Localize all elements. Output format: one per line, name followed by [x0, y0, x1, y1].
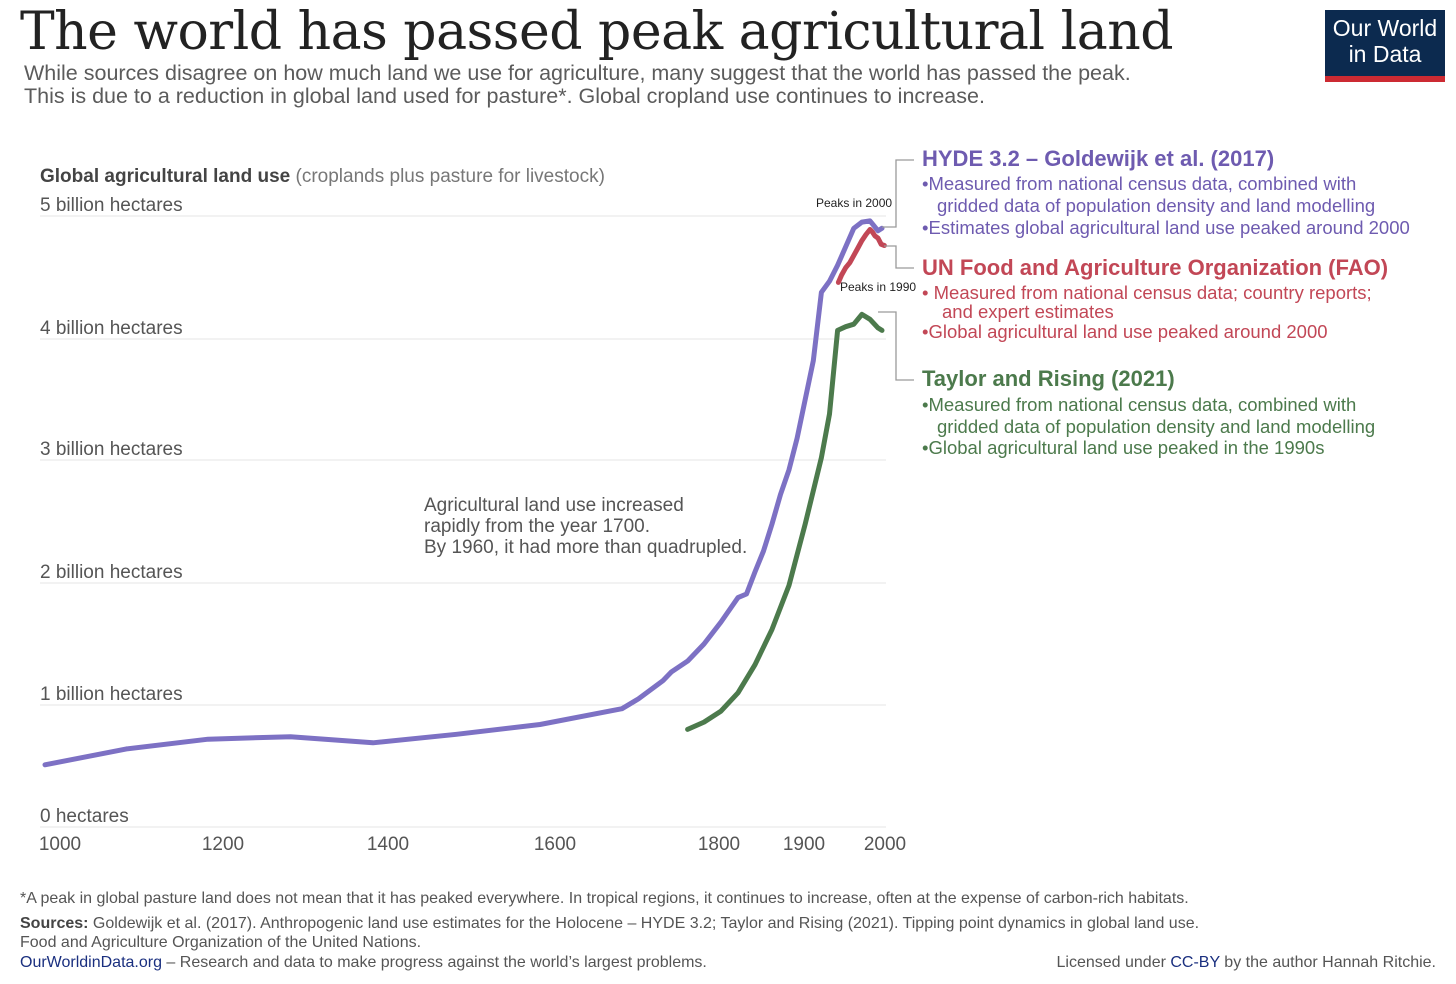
legend-hyde-b2: •Estimates global agricultural land use … — [922, 217, 1410, 238]
site-line: OurWorldinData.org – Research and data t… — [20, 954, 707, 972]
subtitle-line-2: This is due to a reduction in global lan… — [24, 84, 985, 108]
y-tick-label: 5 billion hectares — [40, 195, 183, 216]
x-tick-label: 1900 — [783, 834, 825, 855]
x-tick-label: 1600 — [534, 834, 576, 855]
peak-1990-label: Peaks in 1990 — [840, 280, 916, 294]
legend-fao-b2: •Global agricultural land use peaked aro… — [922, 321, 1328, 342]
series-line-fao[interactable] — [835, 227, 887, 285]
sources: Sources: Goldewijk et al. (2017). Anthro… — [20, 915, 1199, 933]
peak-2000-label: Peaks in 2000 — [816, 196, 892, 210]
fao-connector — [884, 245, 914, 269]
legend-hyde-title: HYDE 3.2 – Goldewijk et al. (2017) — [922, 146, 1274, 171]
hyde-connector — [882, 159, 914, 228]
legend-hyde: HYDE 3.2 – Goldewijk et al. (2017) •Meas… — [922, 146, 1410, 238]
series-line-hyde[interactable] — [42, 218, 885, 768]
page-title: The world has passed peak agricultural l… — [20, 2, 1174, 62]
logo-line-1: Our World — [1332, 15, 1438, 41]
x-tick-label: 1200 — [202, 834, 244, 855]
license-prefix: Licensed under — [1056, 954, 1171, 971]
y-tick-label: 2 billion hectares — [40, 562, 183, 583]
legend-taylor-b1: •Measured from national census data, com… — [922, 394, 1356, 415]
license: Licensed under CC-BY by the author Hanna… — [1057, 954, 1437, 972]
note-line-2: rapidly from the year 1700. — [424, 516, 650, 537]
y-tick-label: 4 billion hectares — [40, 318, 183, 339]
y-tick-label: 1 billion hectares — [40, 684, 183, 705]
site-link[interactable]: OurWorldinData.org — [20, 954, 162, 971]
x-tick-label: 1800 — [698, 834, 740, 855]
owid-logo[interactable]: Our World in Data — [1325, 10, 1445, 82]
y-tick-label: 3 billion hectares — [40, 439, 183, 460]
legend-taylor-b2: •Global agricultural land use peaked in … — [922, 437, 1324, 458]
legend-taylor-b1b: gridded data of population density and l… — [937, 416, 1375, 437]
legend-fao-title: UN Food and Agriculture Organization (FA… — [922, 255, 1388, 280]
x-tick-label: 1400 — [367, 834, 409, 855]
series-lines — [42, 218, 887, 768]
license-suffix: by the author Hannah Ritchie. — [1219, 954, 1436, 971]
subtitle: While sources disagree on how much land … — [24, 62, 1131, 108]
legend-taylor-title: Taylor and Rising (2021) — [922, 366, 1175, 391]
taylor-connector — [878, 311, 914, 381]
legend-fao-b1: • Measured from national census data; co… — [922, 282, 1372, 303]
legend-hyde-b1: •Measured from national census data, com… — [922, 173, 1356, 194]
legend-hyde-b1b: gridded data of population density and l… — [937, 195, 1375, 216]
note-line-3: By 1960, it had more than quadrupled. — [424, 537, 747, 558]
x-tick-label: 2000 — [864, 834, 906, 855]
chart-title: Global agricultural land use (croplands … — [40, 166, 605, 187]
x-axis-ticks: 1000 1200 1400 1600 1800 1900 2000 — [39, 834, 906, 855]
y-axis-ticks: 0 hectares 1 billion hectares 2 billion he… — [40, 195, 183, 827]
legend-taylor: Taylor and Rising (2021) •Measured from … — [922, 366, 1375, 458]
tagline: – Research and data to make progress aga… — [161, 954, 707, 971]
legend-fao: UN Food and Agriculture Organization (FA… — [922, 255, 1388, 342]
note-line-1: Agricultural land use increased — [424, 495, 684, 516]
growth-annotation: Agricultural land use increased rapidly … — [424, 495, 747, 558]
sources-line-1: Goldewijk et al. (2017). Anthropogenic l… — [88, 915, 1200, 932]
cc-by-link[interactable]: CC-BY — [1170, 954, 1220, 971]
x-tick-label: 1000 — [39, 834, 81, 855]
subtitle-line-1: While sources disagree on how much land … — [24, 61, 1131, 85]
y-tick-label: 0 hectares — [40, 806, 129, 827]
footnote: *A peak in global pasture land does not … — [20, 890, 1189, 907]
logo-line-2: in Data — [1348, 41, 1422, 67]
chart-title-note: (croplands plus pasture for livestock) — [296, 166, 605, 187]
legend-connectors — [878, 159, 914, 381]
sources-label: Sources: — [20, 915, 89, 932]
legend-fao-b1b: and expert estimates — [942, 301, 1114, 322]
gridlines — [40, 215, 886, 828]
sources-line-2: Food and Agriculture Organization of the… — [20, 934, 422, 951]
series-line-taylor[interactable] — [685, 311, 885, 732]
